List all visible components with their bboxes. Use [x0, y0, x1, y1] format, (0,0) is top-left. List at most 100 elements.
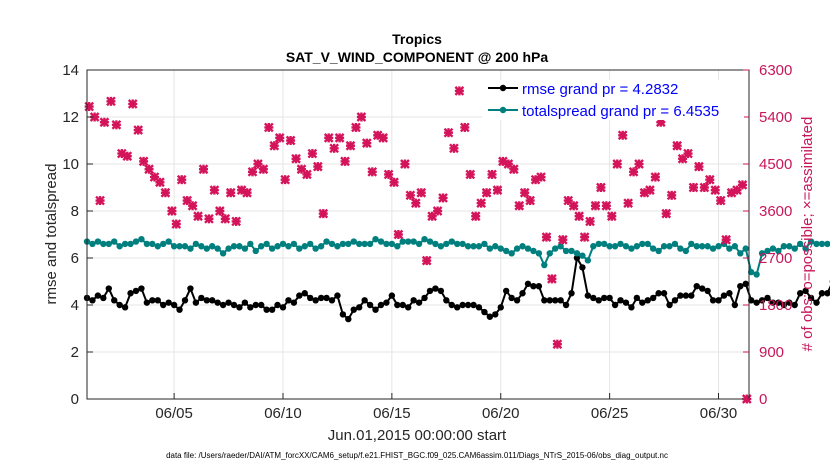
data-point-rmse — [470, 302, 476, 308]
data-point-totalspread — [312, 245, 318, 251]
x-tick-label: 06/25 — [591, 405, 629, 422]
data-point-totalspread — [285, 243, 291, 249]
data-point-totalspread — [487, 245, 493, 251]
obs-count-point — [362, 139, 371, 148]
y-left-tick-label: 14 — [62, 62, 79, 79]
obs-count-point — [553, 340, 562, 349]
data-point-totalspread — [481, 241, 487, 247]
data-point-rmse — [579, 264, 585, 270]
data-point-totalspread — [443, 241, 449, 247]
data-point-totalspread — [634, 243, 640, 249]
obs-count-point — [128, 99, 137, 108]
obs-count-point — [155, 178, 164, 187]
data-point-rmse — [508, 295, 514, 301]
data-point-rmse — [394, 302, 400, 308]
data-point-rmse — [302, 290, 308, 296]
obs-count-point — [194, 212, 203, 221]
data-point-totalspread — [89, 241, 95, 247]
data-point-rmse — [465, 302, 471, 308]
obs-count-point — [624, 199, 633, 208]
data-point-totalspread — [383, 241, 389, 247]
data-point-totalspread — [737, 250, 743, 256]
data-point-rmse — [160, 302, 166, 308]
obs-count-point — [422, 256, 431, 265]
data-point-totalspread — [732, 243, 738, 249]
y-right-tick-label: 6300 — [759, 62, 792, 79]
obs-count-point — [221, 214, 230, 223]
data-point-rmse — [144, 299, 150, 305]
data-point-rmse — [269, 307, 275, 313]
data-point-rmse — [596, 297, 602, 303]
data-point-rmse — [666, 302, 672, 308]
data-point-totalspread — [269, 245, 275, 251]
data-point-totalspread — [498, 245, 504, 251]
data-point-rmse — [677, 292, 683, 298]
data-point-totalspread — [628, 245, 634, 251]
data-point-rmse — [612, 302, 618, 308]
obs-count-point — [390, 178, 399, 187]
data-point-totalspread — [726, 245, 732, 251]
obs-count-point — [596, 183, 605, 192]
data-point-totalspread — [160, 241, 166, 247]
obs-count-point — [96, 196, 105, 205]
data-point-rmse — [557, 297, 563, 303]
data-point-totalspread — [258, 243, 264, 249]
obs-count-point — [482, 188, 491, 197]
data-point-rmse — [225, 299, 231, 305]
data-point-totalspread — [263, 241, 269, 247]
obs-count-point — [700, 183, 709, 192]
data-point-totalspread — [318, 243, 324, 249]
data-point-rmse — [519, 290, 525, 296]
data-point-rmse — [280, 304, 286, 310]
data-point-rmse — [552, 297, 558, 303]
obs-count-point — [575, 212, 584, 221]
y-right-tick-label: 2700 — [759, 250, 792, 267]
data-point-totalspread — [291, 241, 297, 247]
obs-count-point — [689, 183, 698, 192]
data-point-rmse — [661, 290, 667, 296]
obs-count-point — [264, 123, 273, 132]
data-point-totalspread — [688, 241, 694, 247]
y-left-tick-label: 0 — [71, 391, 79, 408]
data-point-totalspread — [432, 241, 438, 247]
data-point-totalspread — [617, 241, 623, 247]
y-left-tick-label: 10 — [62, 156, 79, 173]
data-point-rmse — [410, 297, 416, 303]
data-point-rmse — [345, 316, 351, 322]
data-point-rmse — [547, 297, 553, 303]
data-point-rmse — [639, 299, 645, 305]
data-point-rmse — [819, 290, 825, 296]
data-point-totalspread — [427, 238, 433, 244]
obs-count-point — [722, 235, 731, 244]
data-point-totalspread — [514, 245, 520, 251]
obs-count-point — [738, 180, 747, 189]
data-point-rmse — [318, 295, 324, 301]
obs-count-point — [330, 144, 339, 153]
data-point-rmse — [487, 314, 493, 320]
data-point-totalspread — [596, 241, 602, 247]
obs-count-point — [308, 149, 317, 158]
data-point-rmse — [176, 307, 182, 313]
data-point-rmse — [672, 297, 678, 303]
data-point-rmse — [590, 295, 596, 301]
data-point-totalspread — [307, 241, 313, 247]
data-point-rmse — [291, 299, 297, 305]
y-right-tick-label: 5400 — [759, 109, 792, 126]
data-point-rmse — [710, 297, 716, 303]
data-point-totalspread — [519, 243, 525, 249]
data-point-rmse — [634, 295, 640, 301]
data-point-totalspread — [683, 248, 689, 254]
data-point-rmse — [645, 297, 651, 303]
obs-count-point — [275, 133, 284, 142]
obs-count-point — [618, 131, 627, 140]
data-point-totalspread — [547, 250, 553, 256]
data-point-totalspread — [650, 245, 656, 251]
data-point-totalspread — [127, 241, 133, 247]
obs-count-point — [526, 196, 535, 205]
data-point-totalspread — [378, 238, 384, 244]
obs-count-point — [613, 160, 622, 169]
data-point-rmse — [307, 295, 313, 301]
data-point-rmse — [383, 299, 389, 305]
data-point-totalspread — [612, 243, 618, 249]
data-point-rmse — [258, 302, 264, 308]
